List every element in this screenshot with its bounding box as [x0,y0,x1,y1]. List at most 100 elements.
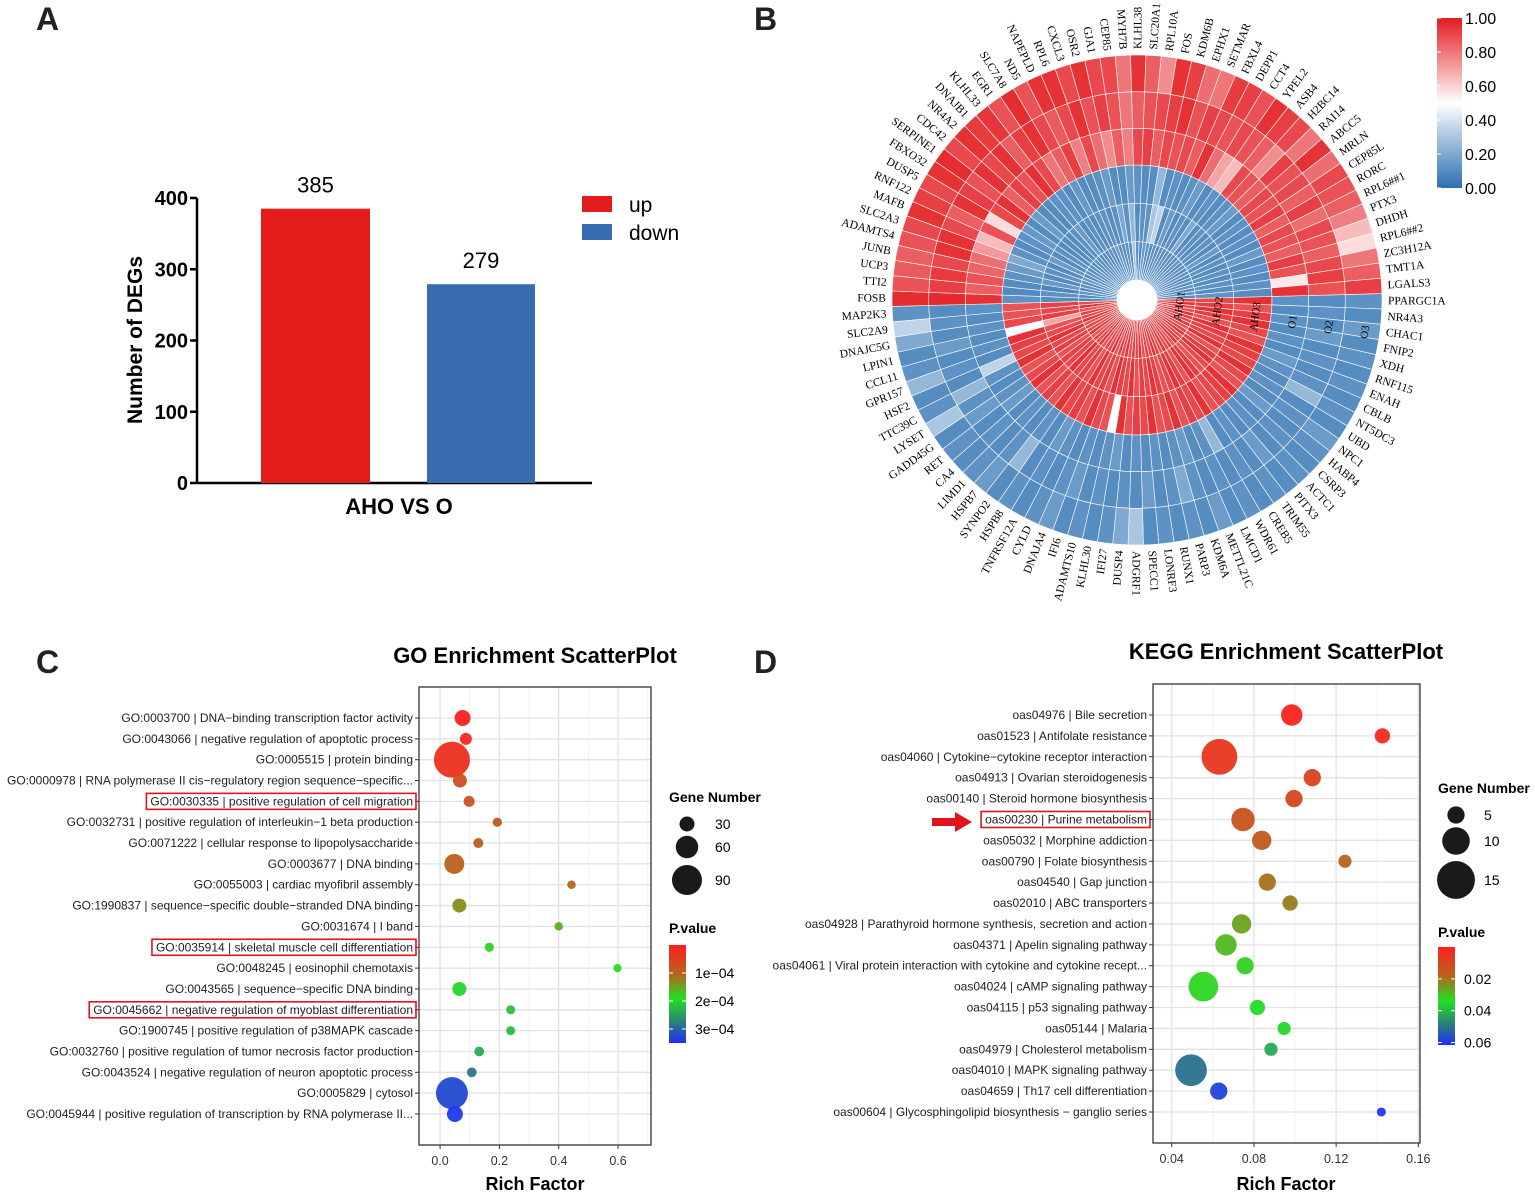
term-point [484,942,494,952]
colorbar-tick-label: 3e−04 [695,1021,735,1037]
term-point [444,853,465,874]
term-point [1258,873,1276,891]
term-label: oas04010 | MAPK signaling pathway [952,1063,1147,1077]
chart-title: GO Enrichment ScatterPlot [393,643,677,668]
size-legend-label: 10 [1484,833,1500,849]
term-label: oas05144 | Malaria [1045,1021,1147,1035]
y-axis-title: Number of DEGs [124,256,147,424]
x-tick-label: 0.4 [550,1154,567,1168]
x-axis-category: AHO VS O [345,494,453,519]
term-label: oas00230 | Purine metabolism [985,812,1147,826]
term-label: oas01523 | Antifolate resistance [977,729,1147,743]
gene-label: FNIP2 [1382,342,1415,360]
ring-label: O2 [1322,320,1336,335]
term-point [454,710,471,726]
term-label: oas04115 | p53 signaling pathway [967,1001,1147,1015]
pvalue-colorbar [669,945,686,1043]
term-label: GO:0031674 | I band [301,919,413,933]
term-label: GO:0048245 | eosinophil chemotaxis [216,961,413,975]
term-point [433,741,470,778]
gene-label: GJA1 [1080,26,1097,55]
gene-label: SLC20A1 [1148,2,1163,50]
term-label: GO:0035914 | skeletal muscle cell differ… [156,940,413,954]
term-label: GO:0043066 | negative regulation of apop… [122,732,413,746]
colorbar-tick-label: 0.06 [1464,1035,1491,1051]
x-axis-title: Rich Factor [1236,1174,1335,1193]
term-point [1188,971,1219,1002]
term-label: oas00140 | Steroid hormone biosynthesis [926,792,1147,806]
term-point [567,880,576,889]
term-label: GO:0000978 | RNA polymerase II cis−regul… [7,774,413,788]
term-point [452,773,467,788]
term-label: GO:0003700 | DNA−binding transcription f… [121,711,413,725]
x-tick-label: 0.6 [609,1154,626,1168]
term-point [446,1106,463,1122]
legend-label-down: down [629,222,679,245]
term-label: GO:0043565 | sequence−specific DNA bindi… [165,982,413,996]
pvalue-colorbar [1438,947,1455,1045]
colorbar-tick-label: 0.04 [1464,1003,1491,1019]
gene-label: MAP2K3 [841,308,887,323]
highlight-arrow-icon [932,812,972,832]
size-legend-dot [675,835,699,859]
term-label: GO:0005829 | cytosol [297,1086,413,1100]
heatmap-cell [1130,54,1147,93]
term-point [466,1067,477,1078]
colorbar-tick-label: 0.60 [1465,79,1496,96]
size-legend-dot [1437,861,1475,899]
heatmap-cell [1344,277,1383,295]
term-point [1201,738,1238,775]
bar-value-label: 385 [297,173,334,198]
legend-label-up: up [629,194,652,217]
panel-label-c: C [36,644,59,680]
gene-label: XDH [1378,358,1405,376]
heatmap-cell [1130,434,1142,472]
term-point [1338,854,1352,868]
term-label: GO:0005515 | protein binding [256,753,413,767]
gene-label: TMT1A [1385,259,1425,276]
term-label: oas00790 | Folate biosynthesis [982,854,1147,868]
term-label: oas04371 | Apelin signaling pathway [953,938,1147,952]
bar-value-label: 279 [463,248,500,273]
legend-swatch-up [582,196,612,212]
gene-label: TTI2 [863,275,888,289]
panel-label-d: D [754,644,777,680]
gene-label: NR4A3 [1387,311,1424,325]
heatmap-cell [1308,294,1346,308]
y-tick-label: 100 [155,402,188,424]
term-label: oas04976 | Bile secretion [1012,708,1147,722]
plot-border [1152,683,1421,1144]
term-point [1281,704,1303,726]
gene-label: SPECC1 [1145,550,1159,592]
term-point [492,817,502,827]
term-label: GO:1900745 | positive regulation of p38M… [119,1024,413,1038]
bar-down [427,284,535,483]
size-legend-label: 30 [715,816,731,832]
chart-title: KEGG Enrichment ScatterPlot [1129,639,1444,664]
size-legend-title: Gene Number [669,789,761,805]
term-label: GO:0030335 | positive regulation of cell… [150,794,413,808]
term-highlight-box [980,810,1151,829]
term-label: GO:0043524 | negative regulation of neur… [82,1065,413,1079]
colorbar-tick-label: 0.40 [1465,113,1496,130]
gene-label: FOSB [857,293,886,305]
heatmap-cell [1271,295,1309,307]
size-legend-label: 60 [715,839,731,855]
colorbar-tick-label: 2e−04 [695,993,735,1009]
term-label: GO:0055003 | cardiac myofibril assembly [194,878,413,892]
y-tick-label: 400 [155,188,188,210]
gene-label: DUSP4 [1112,550,1126,586]
term-label: GO:1990837 | sequence−specific double−st… [72,899,413,913]
gene-label: SLC2A9 [846,324,888,341]
gene-label: ADGRF1 [1129,551,1141,596]
term-point [506,1005,516,1015]
term-point [1376,1107,1386,1117]
term-point [459,732,472,745]
size-legend-label: 90 [715,872,731,888]
gene-label: IFI27 [1095,548,1110,575]
x-tick-label: 0.2 [491,1154,508,1168]
ring-label: AHO3 [1248,301,1264,332]
term-point [473,838,484,849]
gene-label: KLHL30 [1075,545,1095,589]
